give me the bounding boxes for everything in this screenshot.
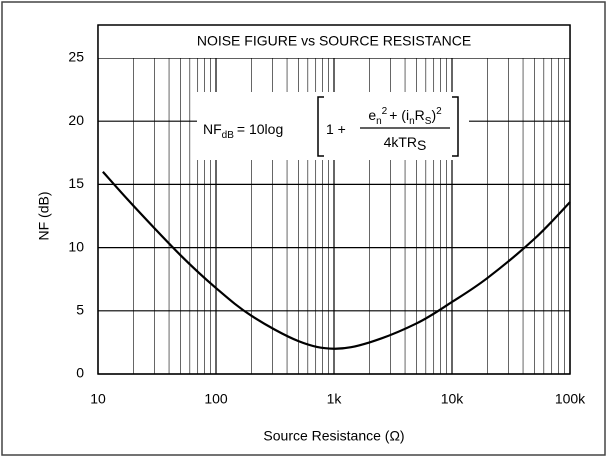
y-axis-label: NF (dB) [36, 192, 52, 241]
formula-text: n [376, 116, 382, 127]
y-tick-label: 10 [68, 238, 84, 254]
formula-text: + (i [389, 107, 409, 123]
formula-text: 2 [382, 106, 388, 117]
y-tick-label: 15 [68, 175, 84, 191]
formula-text: R [415, 107, 425, 123]
x-tick-label: 10k [441, 391, 465, 407]
formula-denominator: 4kTRS [384, 134, 427, 153]
x-tick-label: 1k [327, 391, 343, 407]
formula-text: NF [203, 121, 222, 137]
y-tick-label: 0 [76, 365, 84, 381]
formula-text: S [417, 137, 426, 153]
formula-text: = 10log [237, 121, 283, 137]
y-tick-label: 5 [76, 302, 84, 318]
line [102, 171, 571, 350]
formula-text: n [409, 116, 415, 127]
x-axis-label: Source Resistance (Ω) [263, 428, 404, 444]
formula-numerator: en2 + (inRS)2 [368, 106, 442, 127]
frame [1, 1, 606, 456]
formula: NFdB = 10log 1 + en2 + (inRS)2 4kTRS [197, 92, 469, 160]
bracket [452, 96, 459, 157]
y-tick-label: 25 [68, 49, 84, 65]
bracket [317, 96, 324, 157]
x-tick-label: 10 [90, 391, 106, 407]
x-tick-label: 100 [204, 391, 228, 407]
plot-border [97, 24, 571, 375]
formula-box [197, 92, 469, 160]
curve-layer [102, 171, 571, 350]
formula-text: e [368, 107, 376, 123]
y-tick-label: 20 [68, 112, 84, 128]
formula-text: 4kTR [384, 134, 417, 150]
formula-text: dB [222, 130, 235, 141]
formula-text: 1 + [326, 121, 346, 137]
title-band [98, 25, 570, 58]
formula-text: S [425, 116, 432, 127]
chart-title: NOISE FIGURE vs SOURCE RESISTANCE [197, 33, 471, 49]
formula-text: 2 [436, 106, 442, 117]
x-tick-label: 100k [555, 391, 586, 407]
formula-lhs: NFdB = 10log [203, 121, 283, 141]
formula-text: ) [431, 107, 436, 123]
